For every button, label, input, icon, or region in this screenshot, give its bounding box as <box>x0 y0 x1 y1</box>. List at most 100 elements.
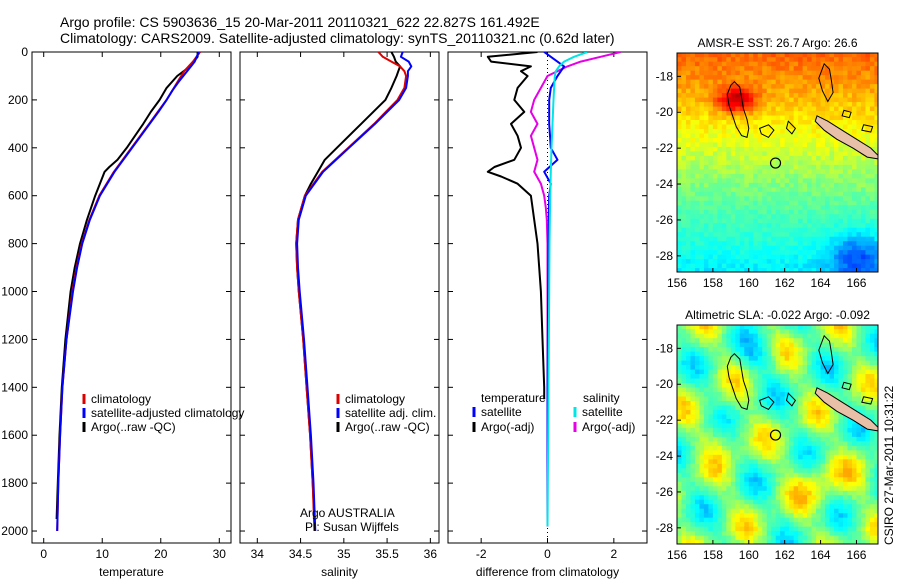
map-cell <box>712 65 718 71</box>
map-cell <box>838 485 844 491</box>
map-cell <box>789 373 795 379</box>
map-cell <box>860 213 867 219</box>
map-cell <box>744 499 750 505</box>
map-cell <box>771 159 777 165</box>
map-cell <box>757 449 763 455</box>
map-cell <box>838 490 844 496</box>
map-cell <box>856 494 862 500</box>
map-cell <box>744 539 750 544</box>
map-cell <box>726 132 732 138</box>
map-cell <box>712 467 718 473</box>
map-cell <box>865 110 871 116</box>
map-cell <box>784 458 790 464</box>
map-cell <box>825 337 831 343</box>
map-cell <box>721 177 727 183</box>
map-cell <box>820 436 826 442</box>
map-cell <box>681 535 687 541</box>
map-cell <box>802 114 808 121</box>
map-cell <box>717 391 723 397</box>
map-cell <box>708 395 714 401</box>
map-cell <box>735 472 741 478</box>
map-cell <box>721 200 727 206</box>
map-cell <box>753 395 759 401</box>
map-cell <box>677 164 683 170</box>
map-cell <box>816 539 822 544</box>
map-cell <box>762 92 768 98</box>
map-cell <box>712 227 718 233</box>
map-cell <box>699 355 705 361</box>
map-cell <box>730 373 736 379</box>
map-cell <box>829 449 835 455</box>
map-cell <box>753 499 759 505</box>
map-cell <box>681 503 687 509</box>
map-cell <box>744 218 750 224</box>
map-cell <box>838 463 844 469</box>
map-cell <box>775 114 781 121</box>
map-cell <box>793 258 799 264</box>
map-cell <box>690 249 696 255</box>
map-cell <box>843 454 849 460</box>
map-cell <box>762 325 768 330</box>
map-cell <box>775 182 781 188</box>
map-cell <box>780 355 786 361</box>
map-cell <box>753 92 759 98</box>
map-cell <box>838 222 844 228</box>
map-cell <box>744 521 750 527</box>
map-cell <box>712 368 718 375</box>
map-cell <box>856 123 862 129</box>
map-cell <box>820 173 826 179</box>
map-cell <box>712 249 718 255</box>
map-cell <box>762 177 768 183</box>
map-cell <box>851 177 858 183</box>
map-cell <box>802 490 808 496</box>
map-cell <box>789 88 795 94</box>
map-cell <box>717 400 723 406</box>
map-cell <box>802 88 808 94</box>
map-cell <box>789 449 795 455</box>
map-cell <box>811 440 817 446</box>
map-cell <box>699 79 705 85</box>
map-cell <box>820 79 826 85</box>
map-cell <box>775 485 781 491</box>
map-cell <box>843 249 849 255</box>
map-cell <box>780 79 786 85</box>
map-cell <box>685 400 692 406</box>
map-cell <box>860 155 867 161</box>
map-cell <box>748 209 754 215</box>
map-cell <box>717 364 723 370</box>
map-cell <box>874 254 878 260</box>
x-tick-label: 20 <box>154 547 168 561</box>
map-cell <box>820 333 826 339</box>
map-cell <box>762 463 768 469</box>
map-cell <box>677 458 683 464</box>
map-cell <box>730 56 736 62</box>
map-cell <box>807 191 813 197</box>
map-cell <box>726 236 732 242</box>
map-cell <box>856 88 862 94</box>
map-cell <box>748 377 754 384</box>
map-cell <box>820 61 826 67</box>
map-cell <box>811 476 817 482</box>
map-cell <box>730 463 736 469</box>
map-cell <box>717 218 723 224</box>
map-cell <box>721 409 727 415</box>
map-cell <box>681 436 687 442</box>
map-cell <box>847 346 853 352</box>
map-cell <box>811 494 817 500</box>
map-cell <box>825 56 831 62</box>
map-cell <box>874 517 878 523</box>
map-cell <box>793 155 799 161</box>
map-cell <box>811 539 817 544</box>
map-cell <box>793 114 799 121</box>
map-cell <box>784 267 790 272</box>
map-cell <box>811 404 817 410</box>
map-cell <box>757 526 763 532</box>
map-cell <box>793 494 799 500</box>
map-cell <box>780 177 786 183</box>
map-cell <box>816 173 822 179</box>
map-cell <box>793 333 799 339</box>
x-tick-label: 34.5 <box>289 547 313 561</box>
map-cell <box>685 508 692 514</box>
map-cell <box>721 368 727 375</box>
map-cell <box>690 150 696 156</box>
